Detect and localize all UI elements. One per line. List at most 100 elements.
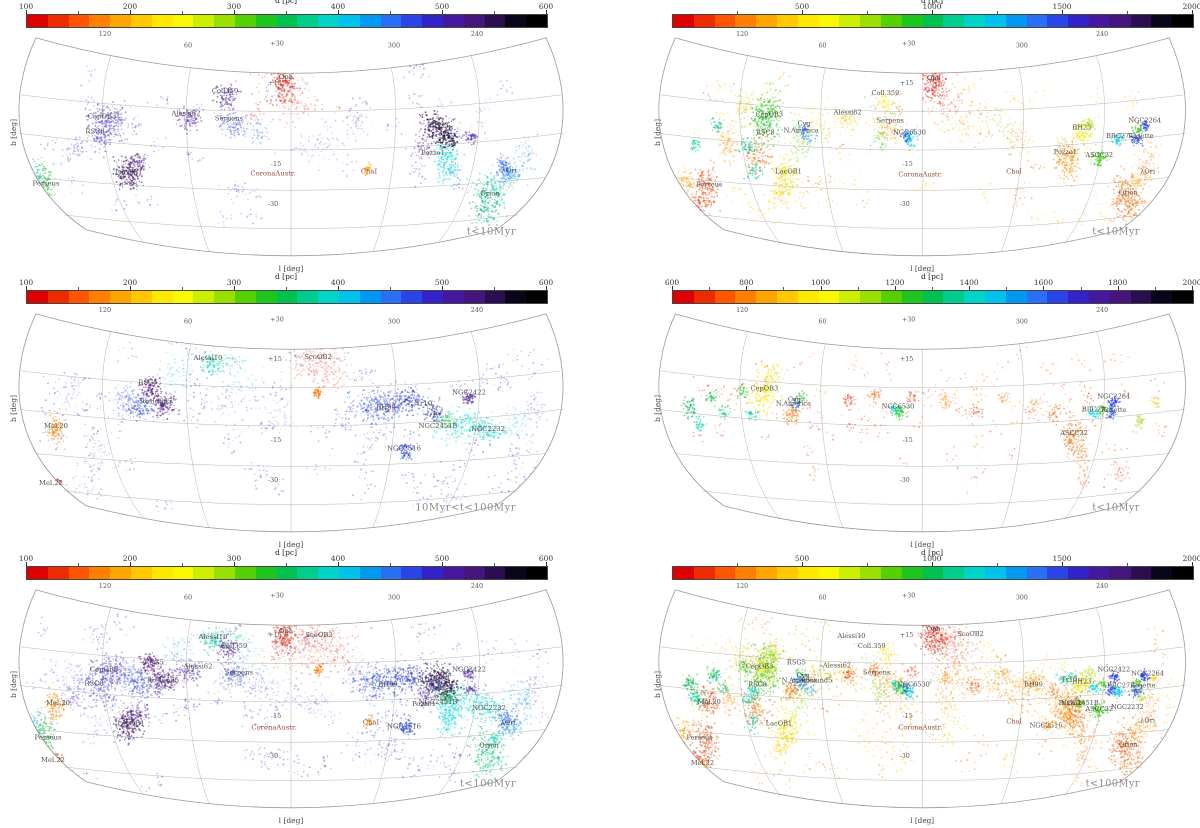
colorbar-tick-label: 1400 (960, 278, 979, 287)
cluster-label: Serpens (863, 668, 891, 676)
svg-text:+15: +15 (900, 79, 913, 87)
svg-text:+15: +15 (268, 79, 282, 87)
cluster-label: BH99 (1024, 680, 1043, 688)
colorbar-tick-label: 2000 (1182, 554, 1200, 563)
cluster-label: NGC6530 (897, 680, 930, 688)
cluster-label: RSC8 (748, 680, 767, 688)
cluster-label: NGC2264 (1128, 116, 1161, 124)
colorbar-title: d [pc] (275, 548, 297, 557)
scatter-points (21, 62, 541, 233)
svg-text:-15: -15 (903, 160, 913, 168)
cluster-label: CoronaAustr. (250, 170, 295, 178)
cluster-label: NGC6530 (882, 402, 915, 410)
cluster-label: Perseus (33, 179, 60, 187)
cluster-label: Serpens (215, 115, 244, 123)
graticule (18, 55, 564, 257)
x-axis-label: l [deg] (910, 816, 934, 825)
cluster-label: CoronaAustr. (898, 724, 942, 732)
colorbar-tick-label: 500 (435, 554, 449, 563)
colorbar-gradient (26, 290, 548, 304)
cluster-label: LacOB1 (117, 720, 144, 728)
colorbar-tick-label: 1000 (811, 278, 830, 287)
cluster-label: ASCC32 (1084, 151, 1113, 159)
panel-top-left: d [pc] 100 200 300 400 500 600 b [deg] 120 60 30… (0, 0, 600, 276)
cluster-label: Alessi10 (193, 354, 223, 362)
cluster-label: NGC2451B (419, 698, 458, 706)
cluster-label: Cyg (797, 671, 811, 679)
cluster-label: Tr10 (1061, 675, 1077, 683)
colorbar: d [pc] 500 1000 1500 2000 (672, 548, 1200, 580)
cluster-labels: Oph ScoOB2 Alessi10 Coll.359 RSG5 Alessi62 Ser… (687, 625, 1165, 767)
cluster-label: ScoOB2 (304, 353, 331, 361)
cluster-label: NGC2232 (471, 425, 505, 433)
svg-text:-30: -30 (900, 201, 910, 208)
x-axis-label: l [deg] (279, 816, 304, 825)
cluster-label: ScoOB2 (305, 631, 332, 639)
cluster-label: NGC2422 (1097, 665, 1130, 673)
cluster-label: CepOB3 (88, 113, 116, 121)
cluster-label: CoronaAustr. (898, 171, 942, 179)
colorbar-title: d [pc] (275, 0, 297, 5)
cluster-label: Cyg (788, 395, 802, 403)
cluster-label: Pozzo1 (1054, 148, 1077, 156)
cluster-label: Alessi10 (837, 632, 866, 640)
cluster-label: N.America (782, 676, 817, 684)
cluster-label: Roslund5 (140, 397, 172, 405)
cluster-label: Oph (279, 73, 294, 81)
sky-map: 120 60 300 240 +30 +15 -15 -30 Oph Coll.359 Alessi… (658, 30, 1186, 273)
cluster-label: Oph (927, 74, 942, 82)
colorbar-gradient (672, 290, 1194, 304)
cluster-label: RSG5 (787, 659, 806, 667)
colorbar-gradient (672, 566, 1194, 580)
cluster-label: Perseus (696, 180, 723, 188)
cluster-label: Perseus (35, 733, 62, 741)
scatter-points (680, 346, 1168, 495)
colorbar: d [pc] 600 800 1000 1200 1400 1600 1800 2000 (665, 272, 1200, 304)
cluster-label: ChaI (363, 719, 380, 727)
colorbar: d [pc] 500 1000 1500 2000 (672, 0, 1200, 28)
cluster-label: Roslund5 (147, 676, 179, 684)
colorbar-tick-label: 100 (19, 554, 33, 563)
graticule (18, 607, 564, 809)
svg-text:-30: -30 (268, 200, 278, 208)
cluster-label: RSC8 (756, 128, 775, 136)
cluster-label: Mel.20 (44, 422, 68, 430)
cluster-label: Mel.22 (691, 759, 714, 767)
cluster-label: ChaI (361, 168, 378, 176)
colorbar-tick-label: 200 (123, 278, 137, 287)
cluster-label: LacOB1 (775, 168, 801, 176)
graticule (658, 331, 1186, 533)
colorbar-tick-label: 500 (795, 554, 809, 563)
age-annotation: t<10Myr (1092, 503, 1140, 514)
cluster-label: ScoOB2 (957, 630, 984, 638)
cluster-label: Cyg (798, 119, 812, 127)
colorbar-tick-label: 1000 (922, 554, 941, 563)
cluster-label: ChaI (1006, 168, 1022, 176)
x-axis-label: l [deg] (279, 540, 304, 549)
x-axis-label: l [deg] (910, 540, 934, 549)
colorbar: d [pc] 100 200 300 400 500 600 (19, 272, 553, 304)
colorbar-tick-label: 400 (331, 278, 345, 287)
cluster-label: λOri (1140, 168, 1155, 176)
colorbar-tick-label: 500 (435, 278, 449, 287)
cluster-label: LacOB1 (115, 169, 142, 177)
svg-text:+30: +30 (270, 40, 284, 48)
cluster-label: Orion (480, 189, 500, 197)
cluster-label: Mel.22 (39, 479, 63, 487)
cluster-label: Pozzo1 (412, 700, 436, 708)
colorbar-tick-label: 800 (739, 278, 753, 287)
cluster-label: BRC27 (1106, 132, 1129, 140)
colorbar-tick-label: 600 (539, 278, 553, 287)
colorbar-tick-label: 1600 (1034, 278, 1053, 287)
colorbar-gradient (26, 566, 548, 580)
cluster-label: Orion (1119, 188, 1139, 196)
cluster-label: Tr10 (413, 676, 429, 684)
colorbar-tick-label: 400 (331, 2, 345, 11)
